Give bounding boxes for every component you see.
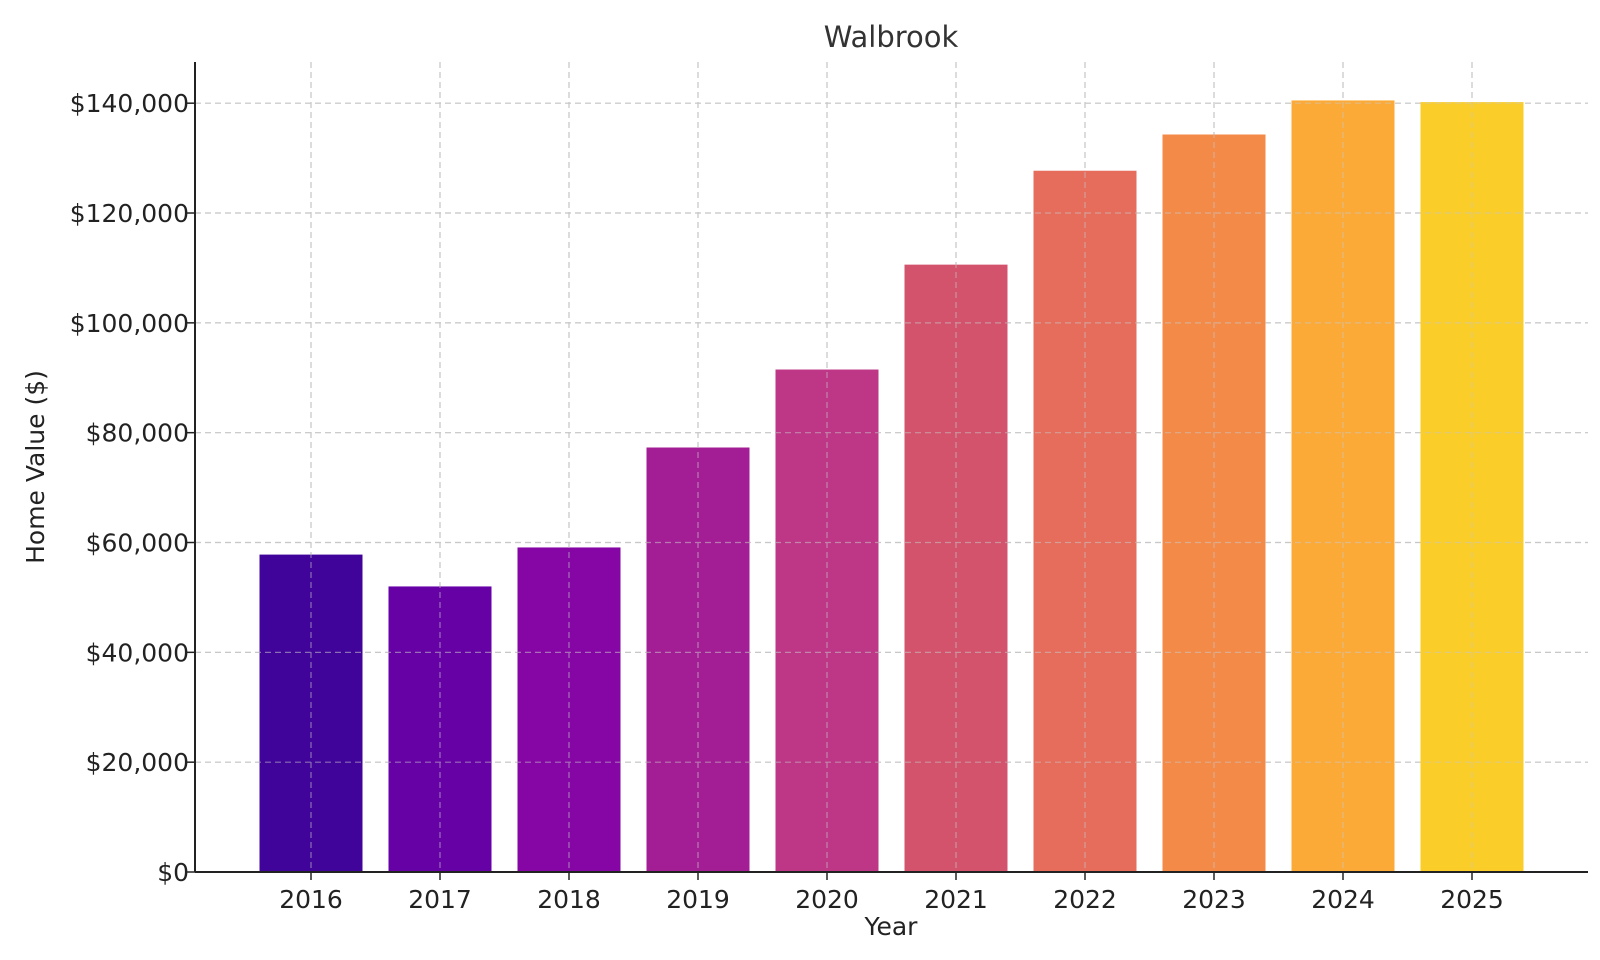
y-tick-label: $80,000 <box>86 419 189 448</box>
x-axis-title: Year <box>864 912 919 941</box>
y-tick-label: $120,000 <box>70 199 189 228</box>
x-tick-label: 2024 <box>1311 885 1375 914</box>
chart-title: Walbrook <box>824 20 959 54</box>
y-tick-label: $40,000 <box>86 638 189 667</box>
x-tick-label: 2016 <box>279 885 343 914</box>
x-tick-label: 2022 <box>1053 885 1117 914</box>
x-tick-label: 2020 <box>795 885 859 914</box>
x-tick-label: 2019 <box>666 885 730 914</box>
y-tick-label: $140,000 <box>70 89 189 118</box>
y-tick-label: $20,000 <box>86 748 189 777</box>
x-tick-label: 2025 <box>1440 885 1504 914</box>
bar-2017 <box>388 586 492 872</box>
x-tick-label: 2018 <box>537 885 601 914</box>
x-tick-label: 2023 <box>1182 885 1246 914</box>
x-tick-label: 2021 <box>924 885 988 914</box>
bar-2019 <box>646 447 750 872</box>
y-tick-layer: $0 $20,000 $40,000 $60,000 $80,000 $100,000 $1… <box>70 89 195 887</box>
grid-overlay <box>195 62 1588 873</box>
x-tick-layer: 2016 2017 2018 2019 2020 2021 2022 2023 2024 2025 <box>279 872 1504 914</box>
y-tick-label: $0 <box>157 858 189 887</box>
y-axis-title: Home Value ($) <box>21 370 50 564</box>
y-tick-label: $100,000 <box>70 309 189 338</box>
y-tick-label: $60,000 <box>86 529 189 558</box>
x-tick-label: 2017 <box>408 885 472 914</box>
